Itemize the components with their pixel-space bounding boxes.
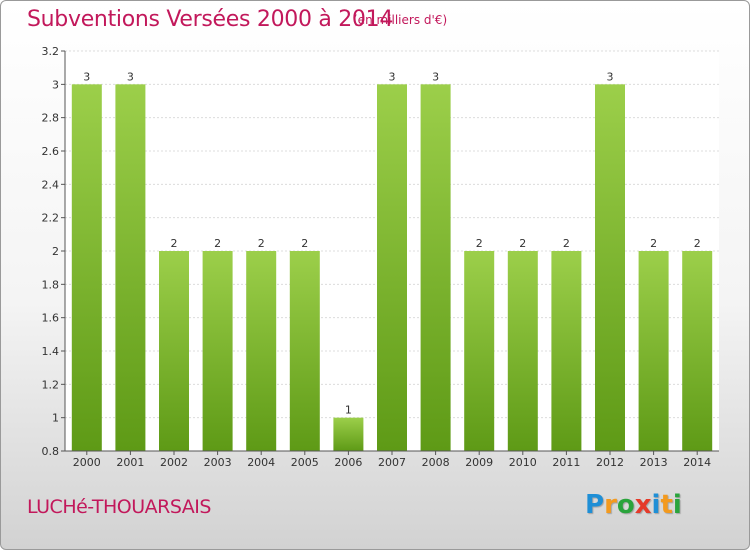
logo-letter: i [672,490,682,520]
logo-letter: t [660,490,673,520]
bar [377,84,407,451]
bar [115,84,146,451]
x-tick-label: 2005 [291,456,319,469]
x-tick-label: 2002 [160,456,188,469]
bar [202,251,233,451]
x-tick-label: 2007 [378,456,406,469]
x-tick-label: 2011 [552,456,580,469]
x-tick-label: 2010 [509,456,537,469]
bar [159,251,189,451]
proxiti-logo: Proxiti [585,490,682,520]
bar [464,251,495,451]
x-tick-label: 2001 [116,456,144,469]
data-label: 3 [432,70,439,83]
logo-letter: r [604,490,617,520]
chart-unit: (en milliers d'€) [353,13,448,27]
x-tick-label: 2004 [247,456,275,469]
data-label: 2 [519,237,526,250]
y-tick-label: 2 [52,245,59,258]
data-label: 2 [301,237,308,250]
x-tick-label: 2008 [422,456,450,469]
bar [551,251,582,451]
bar [333,417,364,451]
x-tick-label: 2009 [465,456,493,469]
y-tick-label: 2.6 [42,145,60,158]
y-tick-label: 3 [52,78,59,91]
data-label: 3 [83,70,90,83]
y-tick-label: 1.8 [42,278,60,291]
bar [638,251,669,451]
y-tick-label: 1.6 [42,312,60,325]
bar [420,84,451,451]
x-tick-label: 2006 [334,456,362,469]
y-tick-label: 1.2 [42,378,60,391]
data-label: 2 [258,237,265,250]
logo-letter: i [651,490,661,520]
data-label: 2 [476,237,483,250]
bar [71,84,102,451]
x-tick-label: 2012 [596,456,624,469]
bar [507,251,538,451]
y-tick-label: 0.8 [42,445,60,458]
bar [682,251,713,451]
bar [289,251,320,451]
logo-letter: x [634,490,652,520]
data-label: 2 [171,237,178,250]
y-tick-label: 3.2 [42,45,60,58]
y-tick-label: 1 [52,412,59,425]
y-tick-label: 1.4 [42,345,60,358]
chart-title: Subventions Versées 2000 à 2014 [27,7,394,32]
y-tick-label: 2.2 [42,212,60,225]
data-label: 2 [650,237,657,250]
bar [246,251,277,451]
x-tick-label: 2014 [683,456,711,469]
data-label: 2 [563,237,570,250]
data-label: 2 [694,237,701,250]
y-tick-label: 2.4 [42,178,60,191]
data-label: 3 [607,70,614,83]
logo-letter: P [585,490,605,520]
commune-name: LUCHé-THOUARSAIS [27,496,211,518]
data-label: 2 [214,237,221,250]
data-label: 3 [127,70,134,83]
data-label: 1 [345,404,352,417]
logo-letter: o [616,490,635,520]
x-tick-label: 2000 [73,456,101,469]
bar [595,84,625,451]
y-tick-label: 2.8 [42,112,60,125]
x-tick-label: 2013 [640,456,668,469]
data-label: 3 [389,70,396,83]
x-tick-label: 2003 [204,456,232,469]
